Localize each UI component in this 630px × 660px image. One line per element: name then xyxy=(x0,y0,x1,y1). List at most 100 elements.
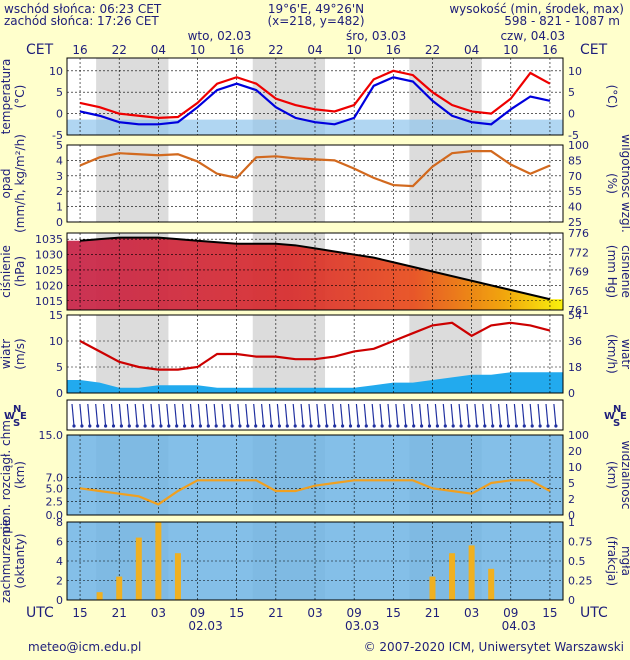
elevation-values: 598 - 821 - 1087 m xyxy=(504,14,620,28)
top-day-label: czw, 04.03 xyxy=(500,29,565,43)
y-tick-label-right: 10 xyxy=(568,461,582,474)
compass-right: N W E S xyxy=(604,404,627,429)
tz-top-left: CET xyxy=(26,42,54,58)
y-tick-label: 5 xyxy=(56,139,63,152)
wind-arrow xyxy=(426,403,431,427)
panel-1: 0 1 2 3 4 5 25 40 55 70 85 100 opad (mm/h, kg/m²/h) (%… xyxy=(0,134,630,233)
tz-top-right: CET xyxy=(580,42,608,58)
wind-arrow xyxy=(268,403,273,427)
series-line xyxy=(79,69,551,119)
wind-arrow xyxy=(537,403,541,427)
y-tick-label: 0 xyxy=(56,594,63,607)
wind-arrow xyxy=(466,403,470,427)
wind-arrow xyxy=(126,403,130,427)
wind-arrow-head xyxy=(404,424,408,428)
compass-n-right: N xyxy=(613,404,621,415)
wind-arrow-head xyxy=(151,424,155,428)
wind-arrow-head xyxy=(269,424,274,428)
y-axis-label-right: wilgotność wzgl. xyxy=(619,134,630,233)
y-axis-unit-right: (km/h) xyxy=(605,334,619,374)
y-tick-label: 10 xyxy=(49,335,63,348)
wind-arrow-head xyxy=(348,424,353,428)
y-tick-label-right: 0.75 xyxy=(568,536,593,549)
y-axis-unit-right: (km) xyxy=(605,461,619,489)
y-tick-label: 1 xyxy=(56,201,63,214)
y-tick-label-right: 25 xyxy=(568,216,582,229)
y-axis-unit: (km) xyxy=(13,461,27,489)
panel-frame xyxy=(66,57,564,136)
y-tick-label-right: 40 xyxy=(568,201,582,214)
wind-arrow-head xyxy=(127,424,131,428)
wind-arrow-head xyxy=(459,424,463,428)
wind-arrow-head xyxy=(522,424,526,428)
wind-arrow xyxy=(134,403,138,427)
bottom-hour-label: 21 xyxy=(112,606,127,620)
wind-arrow-head xyxy=(72,424,76,428)
top-hour-label: 10 xyxy=(503,43,518,57)
footer-email[interactable]: meteo@icm.edu.pl xyxy=(28,640,141,654)
wind-arrow-head xyxy=(538,424,542,428)
wind-arrow-head xyxy=(230,424,234,428)
wind-arrow xyxy=(142,403,146,427)
wind-arrow-head xyxy=(530,424,534,428)
wind-arrow xyxy=(182,403,186,427)
bottom-hour-label: 09 xyxy=(503,606,518,620)
wind-arrow xyxy=(324,403,328,427)
wind-arrow-head xyxy=(206,424,210,428)
panel-frame xyxy=(66,232,564,311)
wind-arrow-head xyxy=(119,424,123,428)
y-tick-label-right: 36 xyxy=(568,335,582,348)
wind-arrow xyxy=(395,403,399,427)
wind-arrow xyxy=(205,403,209,427)
top-day-label: wto, 02.03 xyxy=(188,29,252,43)
bottom-hour-label: 09 xyxy=(190,606,205,620)
wind-arrow xyxy=(166,403,170,427)
y-tick-label-right: 776 xyxy=(568,227,589,240)
y-axis-unit: (hPa) xyxy=(13,256,27,287)
y-tick-label-right: 5 xyxy=(568,86,575,99)
wind-arrow-head xyxy=(285,424,289,428)
panel-5: 0 2 4 6 8 0 0.25 0.5 0.75 1 zachmurzenie (oktanty) (… xyxy=(0,516,630,607)
wind-arrow xyxy=(316,403,320,427)
wind-arrow xyxy=(253,403,257,427)
wind-arrow-head xyxy=(554,424,558,428)
bottom-hour-label: 15 xyxy=(542,606,557,620)
y-tick-label-right: 100 xyxy=(568,139,589,152)
wind-arrow xyxy=(355,403,359,427)
wind-arrow-head xyxy=(175,424,179,428)
wind-arrow xyxy=(482,403,486,427)
wind-arrow xyxy=(110,403,115,427)
wind-arrow xyxy=(221,403,225,427)
wind-arrow-head xyxy=(88,424,92,428)
wind-arrow-head xyxy=(214,424,218,428)
wind-arrow-head xyxy=(435,424,439,428)
top-hour-label: 04 xyxy=(151,43,166,57)
wind-arrow-head xyxy=(356,424,360,428)
y-tick-label: 5 xyxy=(56,86,63,99)
wind-arrow-head xyxy=(80,424,84,428)
wind-arrow-head xyxy=(167,424,171,428)
y-tick-label-right: 0.5 xyxy=(568,555,586,568)
y-tick-label: 15.0 xyxy=(39,429,64,442)
wind-arrow xyxy=(189,403,194,427)
y-tick-label: 3 xyxy=(56,170,63,183)
series-line xyxy=(79,321,551,371)
y-tick-label-right: 100 xyxy=(568,429,589,442)
y-tick-label-right: 0 xyxy=(568,108,575,121)
wind-arrow-head xyxy=(190,424,195,428)
compass-s-right: S xyxy=(613,418,620,429)
wind-arrow-head xyxy=(325,424,329,428)
top-hour-label: 16 xyxy=(542,43,557,57)
wind-arrow xyxy=(553,403,557,427)
y-axis-label-right: mgła xyxy=(619,546,630,576)
wind-arrow xyxy=(245,403,249,427)
y-tick-label: 7.0 xyxy=(46,472,64,485)
y-axis-unit: (m/s) xyxy=(13,338,27,369)
y-tick-label-right: 85 xyxy=(568,154,582,167)
y-tick-label: 2.5 xyxy=(46,496,64,509)
wind-arrow xyxy=(237,403,241,427)
fog-bar xyxy=(488,568,495,600)
wind-arrow-head xyxy=(364,424,368,428)
